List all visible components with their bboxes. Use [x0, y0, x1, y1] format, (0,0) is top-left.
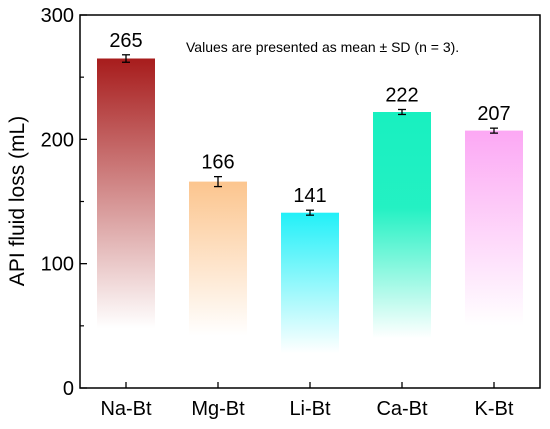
data-labels-layer: 265 166 141 222 207 — [109, 30, 510, 207]
y-tick-label-0: 0 — [63, 378, 74, 400]
bar-mg-bt — [189, 181, 247, 336]
x-tick-label-mg-bt: Mg-Bt — [191, 398, 245, 420]
error-bar-k-bt — [490, 127, 498, 134]
annotation-text: Values are presented as mean ± SD (n = 3… — [186, 39, 459, 55]
error-bar-mg-bt — [214, 175, 222, 188]
y-tick-label-200: 200 — [41, 129, 74, 151]
bar-ca-bt — [373, 112, 431, 339]
y-axis-title: API fluid loss (mL) — [6, 116, 29, 286]
data-label-mg-bt: 166 — [201, 152, 234, 174]
data-label-ca-bt: 222 — [385, 85, 418, 107]
x-tick-label-k-bt: K-Bt — [475, 398, 514, 420]
x-tick-label-na-bt: Na-Bt — [100, 398, 152, 420]
bars-layer — [97, 58, 523, 354]
bar-k-bt — [465, 130, 523, 326]
data-label-k-bt: 207 — [477, 103, 510, 125]
x-tick-label-li-bt: Li-Bt — [289, 398, 331, 420]
error-bars-layer — [122, 54, 498, 216]
error-bar-ca-bt — [398, 108, 406, 116]
data-label-na-bt: 265 — [109, 30, 142, 52]
error-bar-li-bt — [306, 209, 314, 216]
error-bar-na-bt — [122, 54, 130, 63]
y-tick-label-100: 100 — [41, 254, 74, 276]
x-ticks: Na-Bt Mg-Bt Li-Bt Ca-Bt K-Bt — [100, 382, 514, 420]
bar-na-bt — [97, 58, 155, 329]
y-ticks: 0 100 200 300 — [41, 5, 87, 400]
x-tick-label-ca-bt: Ca-Bt — [376, 398, 428, 420]
y-tick-label-300: 300 — [41, 5, 74, 27]
bar-li-bt — [281, 212, 339, 354]
data-label-li-bt: 141 — [293, 185, 326, 207]
